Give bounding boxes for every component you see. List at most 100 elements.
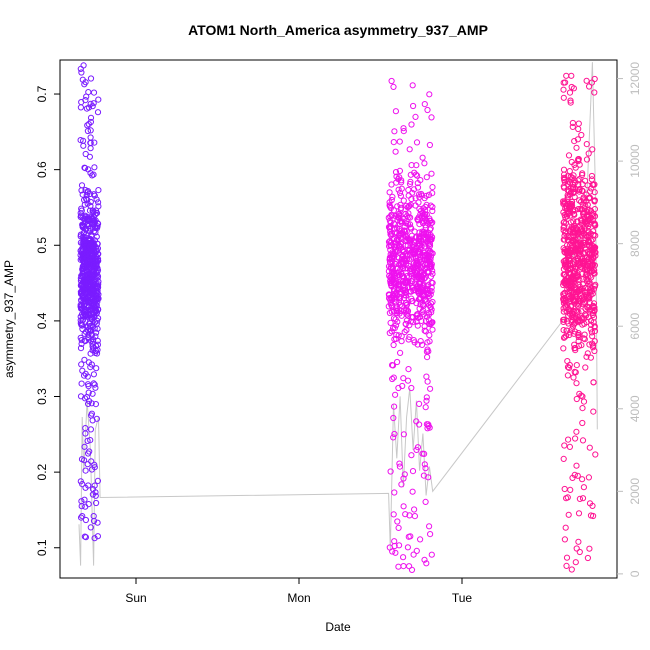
data-point (398, 258, 405, 265)
data-point (587, 247, 594, 254)
data-point (401, 294, 408, 302)
data-point (426, 141, 433, 149)
data-point (561, 171, 568, 178)
data-point (82, 97, 89, 104)
data-point (581, 293, 588, 300)
data-point (566, 260, 574, 267)
data-point (92, 255, 99, 263)
data-point (587, 188, 594, 195)
data-point (82, 150, 89, 158)
data-point (91, 461, 98, 468)
data-point (567, 173, 574, 180)
data-point (426, 424, 433, 431)
data-point (581, 336, 588, 343)
data-point (428, 170, 435, 177)
data-point (396, 226, 403, 233)
data-point (571, 177, 578, 184)
data-point (396, 463, 403, 470)
data-point (407, 533, 414, 540)
data-point (590, 228, 597, 235)
data-point (565, 210, 572, 218)
data-point (572, 345, 579, 352)
data-point (570, 224, 577, 231)
data-point (582, 289, 589, 296)
data-point (84, 196, 91, 203)
data-point (90, 261, 98, 269)
data-point (386, 329, 393, 337)
data-point (422, 224, 429, 231)
data-point (418, 190, 425, 198)
data-point (400, 128, 407, 135)
data-point (393, 331, 400, 338)
data-point (404, 212, 411, 219)
data-point (390, 243, 398, 250)
data-point (587, 512, 595, 519)
data-point (589, 344, 597, 351)
data-point (93, 210, 101, 217)
data-point (567, 99, 574, 106)
data-point (573, 462, 580, 469)
data-point (587, 354, 595, 361)
data-point (583, 278, 591, 285)
data-point (405, 192, 412, 199)
data-point (386, 291, 393, 298)
data-point (575, 314, 582, 321)
data-point (565, 178, 572, 185)
data-point (87, 114, 95, 121)
data-point (591, 262, 599, 269)
data-point (78, 337, 85, 344)
data-point (417, 285, 424, 292)
data-point (565, 436, 572, 443)
data-point (87, 277, 94, 284)
data-point (88, 288, 95, 296)
data-point (423, 373, 430, 380)
data-point (90, 171, 97, 178)
data-point (579, 495, 587, 502)
data-point (388, 181, 395, 188)
data-point (562, 220, 569, 227)
data-point (392, 148, 399, 155)
data-point (428, 114, 435, 121)
data-point (572, 369, 579, 376)
data-point (570, 275, 577, 282)
data-point (416, 221, 423, 228)
data-point (427, 531, 434, 538)
data-point (575, 125, 582, 133)
data-point (428, 236, 435, 243)
data-point (575, 156, 582, 163)
data-point (413, 312, 421, 319)
data-point (579, 476, 586, 483)
data-point (95, 203, 102, 210)
data-point (588, 329, 596, 336)
data-point (94, 533, 102, 540)
data-point (419, 341, 426, 348)
data-point (392, 169, 400, 176)
data-point (84, 373, 91, 380)
data-point (573, 362, 580, 369)
data-point (87, 328, 94, 335)
data-point (394, 213, 402, 220)
data-point (82, 467, 89, 474)
data-point (85, 215, 92, 222)
data-point (387, 231, 394, 238)
data-point (400, 215, 407, 223)
data-point (386, 199, 393, 206)
data-point (563, 562, 570, 570)
data-point (561, 223, 568, 230)
data-point (78, 503, 85, 510)
data-point (573, 545, 580, 552)
data-point (583, 141, 590, 148)
data-point (590, 210, 597, 217)
x-axis-label: Date (325, 620, 351, 634)
data-point (392, 278, 399, 286)
data-point (416, 249, 424, 256)
data-point (386, 272, 393, 279)
data-point (423, 174, 430, 181)
data-point (566, 285, 573, 292)
data-point (409, 297, 416, 305)
data-point (91, 325, 98, 332)
data-point (572, 291, 580, 298)
data-point (590, 254, 597, 261)
data-point (563, 308, 570, 315)
data-point (396, 167, 403, 174)
